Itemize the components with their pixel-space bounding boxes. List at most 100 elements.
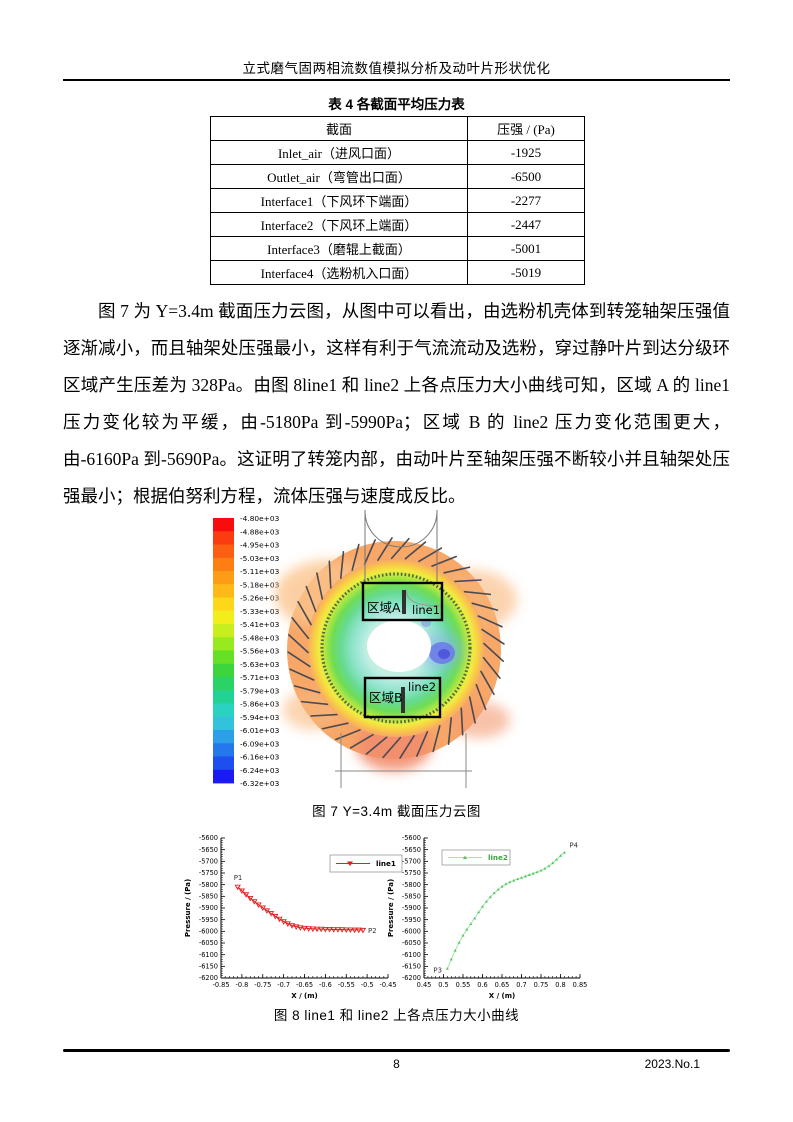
colorbar-tick-label: -5.63e+03 xyxy=(240,660,280,669)
vane-blade xyxy=(300,700,329,706)
page-header-title: 立式磨气固两相流数值模拟分析及动叶片形状优化 xyxy=(242,61,551,76)
svg-text:-5750: -5750 xyxy=(199,869,218,877)
colorbar-segment xyxy=(213,544,234,559)
pressure-table: 截面 压强 / (Pa) Inlet_air（进风口面） -1925 Outlet_… xyxy=(210,116,585,285)
vane-blade xyxy=(468,696,476,724)
colorbar-segment xyxy=(213,716,234,731)
colorbar-tick-label: -6.09e+03 xyxy=(240,739,280,748)
cell-section: Interface3（磨辊上截面） xyxy=(210,236,468,261)
svg-text:-6200: -6200 xyxy=(199,974,218,982)
figure8-charts: -0.85 -0.8 -0.75 -0.7 -0.65 -0.6 -0.55 -0.5 -0.4… xyxy=(180,827,640,1005)
svg-text:Pressure / (Pa): Pressure / (Pa) xyxy=(184,879,192,937)
cell-section: Interface4（选粉机入口面） xyxy=(210,260,468,285)
colorbar-segment xyxy=(213,769,234,784)
cell-section: Inlet_air（进风口面） xyxy=(210,140,468,165)
colorbar: -4.80e+03 -4.88e+03 -4.95e+03 -5.03e+03 -5.1… xyxy=(213,514,280,788)
colorbar-segment xyxy=(213,743,234,757)
vane-blade xyxy=(475,683,487,711)
colorbar-tick-label: -6.16e+03 xyxy=(240,753,280,762)
svg-text:0.45: 0.45 xyxy=(417,981,432,989)
vane-blade xyxy=(310,713,338,717)
svg-text:-5700: -5700 xyxy=(199,858,218,866)
svg-text:-0.6: -0.6 xyxy=(319,981,332,989)
colorbar-segment xyxy=(213,584,234,598)
svg-text:-5800: -5800 xyxy=(199,881,218,889)
vane-blade xyxy=(293,685,321,694)
colorbar-tick-label: -4.80e+03 xyxy=(240,514,280,523)
svg-text:-6050: -6050 xyxy=(402,939,421,947)
svg-text:-6150: -6150 xyxy=(199,963,218,971)
region-a-label: 区域A xyxy=(367,600,401,615)
svg-text:-6000: -6000 xyxy=(199,928,218,936)
pressure-contour-figure: -4.80e+03 -4.88e+03 -4.95e+03 -5.03e+03 -5.1… xyxy=(213,510,517,788)
svg-text:-6150: -6150 xyxy=(402,963,421,971)
svg-text:0.75: 0.75 xyxy=(534,981,549,989)
svg-text:-6000: -6000 xyxy=(402,928,421,936)
vane-blade xyxy=(382,736,402,759)
vane-blade xyxy=(328,560,332,589)
point-label-P3: P3 xyxy=(433,967,442,975)
colorbar-tick-label: -6.32e+03 xyxy=(240,779,280,788)
colorbar-segment xyxy=(213,637,234,651)
svg-text:Pressure / (Pa): Pressure / (Pa) xyxy=(387,879,395,937)
vane-blade xyxy=(289,668,315,681)
line1-label: line1 xyxy=(412,603,440,617)
table-row: Outlet_air（弯管出口面） -6500 xyxy=(210,164,585,189)
colorbar-segment xyxy=(213,610,234,625)
colorbar-tick-label: -6.24e+03 xyxy=(240,766,280,775)
svg-text:-5650: -5650 xyxy=(199,846,218,854)
vane-blade xyxy=(404,541,427,560)
figure8-caption: 图 8 line1 和 line2 上各点压力大小曲线 xyxy=(273,1008,520,1023)
svg-text:-0.85: -0.85 xyxy=(212,981,229,989)
vane-blade xyxy=(349,733,374,749)
header-rule xyxy=(63,79,730,81)
svg-text:-0.7: -0.7 xyxy=(277,981,290,989)
colorbar-segment xyxy=(213,531,234,545)
svg-text:-5700: -5700 xyxy=(402,858,421,866)
colorbar-segment xyxy=(213,650,234,665)
table-col-section: 截面 xyxy=(210,116,468,141)
svg-text:0.85: 0.85 xyxy=(573,981,588,989)
rotor-cage-ring xyxy=(320,572,472,724)
cell-section: Outlet_air（弯管出口面） xyxy=(210,164,468,189)
cell-pressure: -5001 xyxy=(467,236,585,261)
vane-blade xyxy=(447,717,453,746)
line2-label: line2 xyxy=(408,680,436,694)
contour-ring xyxy=(307,559,485,737)
colorbar-tick-label: -5.26e+03 xyxy=(240,594,280,603)
vane-blade xyxy=(471,602,499,611)
cell-pressure: -6500 xyxy=(467,164,585,189)
point-label-P2: P2 xyxy=(368,927,377,935)
vane-blade xyxy=(335,729,361,741)
svg-text:-5950: -5950 xyxy=(402,916,421,924)
svg-text:-0.8: -0.8 xyxy=(235,981,248,989)
vane-blade xyxy=(339,550,345,579)
vane-blade xyxy=(390,537,410,560)
svg-text:-5950: -5950 xyxy=(199,916,218,924)
colorbar-tick-label: -4.88e+03 xyxy=(240,527,280,536)
svg-text:-5750: -5750 xyxy=(402,869,421,877)
vane-blade xyxy=(477,615,503,628)
vane-blade xyxy=(416,731,429,757)
vane-blade xyxy=(351,543,360,571)
chart-line1: -0.85 -0.8 -0.75 -0.7 -0.65 -0.6 -0.55 -0.5 -0.4… xyxy=(184,834,403,1000)
colorbar-segment xyxy=(213,677,234,691)
table-row: Inlet_air（进风口面） -1925 xyxy=(210,140,585,165)
vane-blade xyxy=(454,579,482,583)
region-b-annotation: 区域B line2 xyxy=(363,676,442,719)
vane-blade xyxy=(480,670,495,696)
svg-text:-0.75: -0.75 xyxy=(254,981,271,989)
colorbar-segment xyxy=(213,571,234,585)
colorbar-segment xyxy=(213,597,234,612)
cell-section: Interface1（下风环下端面） xyxy=(210,188,468,213)
vane-blade xyxy=(482,656,501,679)
colorbar-tick-label: -5.79e+03 xyxy=(240,686,280,695)
colorbar-segment xyxy=(213,663,234,678)
svg-text:0.6: 0.6 xyxy=(477,981,488,989)
svg-text:X / (m): X / (m) xyxy=(291,992,318,1000)
svg-text:X / (m): X / (m) xyxy=(489,992,516,1000)
svg-text:-0.65: -0.65 xyxy=(296,981,313,989)
svg-text:-5650: -5650 xyxy=(402,846,421,854)
svg-text:line1: line1 xyxy=(376,859,396,868)
series-line1 xyxy=(237,886,363,931)
